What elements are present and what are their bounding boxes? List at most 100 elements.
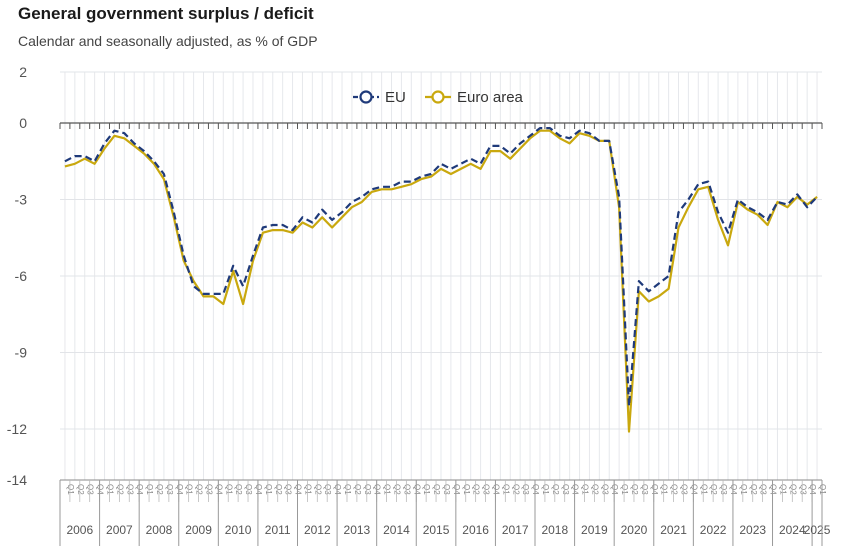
year-tick-label: 2010 — [225, 523, 252, 537]
quarter-tick-label: Q2 — [76, 484, 85, 495]
quarter-tick-label: Q1 — [185, 484, 194, 495]
quarter-tick-label: Q4 — [294, 484, 303, 495]
y-axis: 2 0 -3 -6 -9 -12 -14 — [7, 64, 27, 488]
quarter-tick-label: Q4 — [531, 484, 540, 495]
quarter-tick-label: Q1 — [145, 484, 154, 495]
quarter-tick-label: Q2 — [709, 484, 718, 495]
quarter-tick-label: Q3 — [244, 484, 253, 495]
chart-subtitle: Calendar and seasonally adjusted, as % o… — [18, 33, 318, 49]
quarter-tick-label: Q3 — [442, 484, 451, 495]
quarter-tick-label: Q4 — [729, 484, 738, 495]
quarter-tick-label: Q3 — [165, 484, 174, 495]
quarter-tick-label: Q4 — [571, 484, 580, 495]
quarter-tick-label: Q3 — [561, 484, 570, 495]
year-tick-label: 2019 — [581, 523, 608, 537]
year-tick-label: 2016 — [462, 523, 489, 537]
quarter-tick-label: Q3 — [86, 484, 95, 495]
quarter-tick-label: Q2 — [630, 484, 639, 495]
quarter-tick-label: Q2 — [511, 484, 520, 495]
quarter-tick-label: Q1 — [343, 484, 352, 495]
quarter-tick-label: Q3 — [284, 484, 293, 495]
quarter-tick-label: Q3 — [125, 484, 134, 495]
series-lines — [64, 127, 818, 433]
quarter-tick-label: Q4 — [689, 484, 698, 495]
quarter-tick-label: Q4 — [808, 484, 817, 495]
y-tick-label: -3 — [15, 192, 28, 208]
legend-marker — [359, 90, 373, 104]
legend-item-eu[interactable]: EU — [353, 89, 406, 106]
quarter-tick-label: Q4 — [135, 484, 144, 495]
year-tick-label: 2012 — [304, 523, 331, 537]
quarter-tick-label: Q4 — [214, 484, 223, 495]
quarter-tick-label: Q2 — [432, 484, 441, 495]
quarter-tick-label: Q1 — [106, 484, 115, 495]
legend-item-euro-area[interactable]: Euro area — [425, 89, 524, 106]
y-tick-label: -6 — [15, 268, 28, 284]
quarter-tick-label: Q1 — [699, 484, 708, 495]
y-tick-label: 2 — [19, 64, 27, 80]
legend[interactable]: EU Euro area — [353, 89, 524, 106]
quarter-tick-label: Q3 — [640, 484, 649, 495]
year-tick-label: 2021 — [660, 523, 687, 537]
year-tick-label: 2006 — [66, 523, 93, 537]
quarter-tick-label: Q1 — [581, 484, 590, 495]
chart-title: General government surplus / deficit — [18, 4, 314, 23]
series-line-eu — [64, 127, 818, 408]
year-tick-label: 2015 — [423, 523, 450, 537]
legend-label: EU — [385, 89, 406, 106]
quarter-tick-label: Q1 — [224, 484, 233, 495]
quarter-tick-label: Q3 — [719, 484, 728, 495]
quarter-tick-label: Q2 — [472, 484, 481, 495]
quarter-tick-label: Q2 — [274, 484, 283, 495]
year-tick-label: 2017 — [502, 523, 529, 537]
series-line-euro-area — [64, 129, 818, 433]
quarter-tick-label: Q3 — [363, 484, 372, 495]
quarter-tick-label: Q2 — [393, 484, 402, 495]
year-tick-label: 2025 — [804, 523, 831, 537]
year-tick-label: 2007 — [106, 523, 133, 537]
quarter-tick-label: Q2 — [195, 484, 204, 495]
quarter-tick-label: Q2 — [234, 484, 243, 495]
year-tick-label: 2008 — [146, 523, 173, 537]
quarter-tick-label: Q2 — [551, 484, 560, 495]
quarter-tick-label: Q2 — [313, 484, 322, 495]
quarter-tick-label: Q4 — [175, 484, 184, 495]
quarter-tick-label: Q4 — [254, 484, 263, 495]
quarter-tick-label: Q1 — [739, 484, 748, 495]
quarter-tick-label: Q3 — [482, 484, 491, 495]
year-tick-label: 2020 — [621, 523, 648, 537]
quarter-tick-label: Q2 — [115, 484, 124, 495]
y-tick-label: -9 — [15, 345, 28, 361]
quarter-tick-label: Q3 — [600, 484, 609, 495]
quarter-tick-label: Q1 — [66, 484, 75, 495]
quarter-tick-label: Q4 — [769, 484, 778, 495]
year-tick-label: 2014 — [383, 523, 410, 537]
quarter-tick-label: Q3 — [680, 484, 689, 495]
quarter-tick-label: Q1 — [660, 484, 669, 495]
quarter-tick-label: Q2 — [155, 484, 164, 495]
quarter-tick-label: Q4 — [650, 484, 659, 495]
quarter-tick-label: Q2 — [749, 484, 758, 495]
year-tick-label: 2009 — [185, 523, 212, 537]
year-tick-label: 2023 — [739, 523, 766, 537]
quarter-tick-label: Q2 — [670, 484, 679, 495]
y-tick-label: 0 — [19, 115, 27, 131]
quarter-tick-label: Q1 — [501, 484, 510, 495]
quarter-tick-label: Q1 — [620, 484, 629, 495]
year-tick-label: 2024 — [779, 523, 806, 537]
quarter-tick-label: Q1 — [462, 484, 471, 495]
quarter-tick-label: Q2 — [353, 484, 362, 495]
quarter-tick-label: Q3 — [798, 484, 807, 495]
quarter-tick-label: Q4 — [333, 484, 342, 495]
quarter-tick-label: Q3 — [323, 484, 332, 495]
quarter-tick-label: Q3 — [204, 484, 213, 495]
y-tick-label: -14 — [7, 472, 27, 488]
quarter-tick-label: Q4 — [96, 484, 105, 495]
quarter-tick-label: Q1 — [422, 484, 431, 495]
quarter-tick-label: Q1 — [264, 484, 273, 495]
y-tick-label: -12 — [7, 421, 27, 437]
x-axis: Q1 Q2 Q3 Q4 Q1 Q2 Q3 Q4 Q1 Q2 Q3 Q4 Q1 Q2 Q3 Q4 Q1 Q2 Q3 Q4… — [59, 479, 831, 546]
quarter-tick-label: Q2 — [590, 484, 599, 495]
gridlines — [59, 71, 823, 481]
